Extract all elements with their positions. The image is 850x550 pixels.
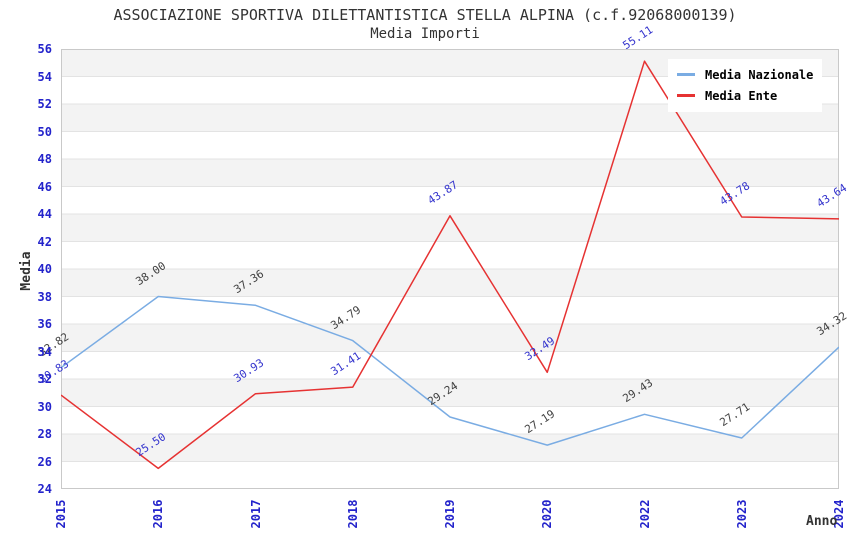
- x-tick-label: 2016: [151, 499, 166, 529]
- y-tick-label: 54: [37, 69, 52, 84]
- y-tick-label: 42: [37, 234, 52, 249]
- chart-subtitle: Media Importi: [370, 26, 480, 42]
- y-tick-label: 50: [37, 124, 52, 139]
- legend-swatch-media-nazionale-icon: [677, 73, 695, 76]
- x-tick-label: 2017: [248, 499, 263, 529]
- y-tick-label: 48: [37, 152, 52, 166]
- y-tick-label: 26: [37, 454, 52, 469]
- y-tick-label: 28: [37, 427, 52, 441]
- y-tick-label: 36: [37, 317, 52, 331]
- y-tick-label: 30: [37, 399, 52, 414]
- legend-swatch-media-ente-icon: [677, 94, 695, 97]
- legend-label-media-ente: Media Ente: [705, 88, 778, 103]
- x-tick-label: 2019: [443, 499, 457, 529]
- legend-item-media-ente: Media Ente: [677, 85, 813, 106]
- y-tick-label: 44: [37, 207, 52, 221]
- y-tick-label: 34: [37, 344, 52, 359]
- plot-area: [61, 49, 839, 489]
- y-tick-label: 52: [37, 97, 52, 111]
- x-tick-label: 2022: [637, 499, 652, 529]
- legend-item-media-nazionale: Media Nazionale: [677, 64, 813, 85]
- x-tick-label: 2023: [734, 499, 749, 529]
- y-tick-label: 24: [37, 482, 52, 496]
- legend-label-media-nazionale: Media Nazionale: [705, 67, 814, 82]
- x-tick-label: 2018: [345, 499, 360, 529]
- y-tick-label: 56: [37, 42, 52, 56]
- chart-title: ASSOCIAZIONE SPORTIVA DILETTANTISTICA ST…: [113, 6, 737, 24]
- x-tick-label: 2015: [54, 499, 68, 529]
- y-tick-label: 46: [37, 179, 52, 194]
- x-tick-label: 2020: [540, 499, 555, 529]
- y-axis-title: Media: [19, 251, 34, 291]
- y-tick-label: 38: [37, 289, 52, 304]
- y-tick-label: 40: [37, 262, 52, 276]
- y-tick-label: 32: [37, 372, 52, 386]
- legend: Media Nazionale Media Ente: [668, 59, 823, 112]
- x-axis-title: Anno: [806, 514, 838, 529]
